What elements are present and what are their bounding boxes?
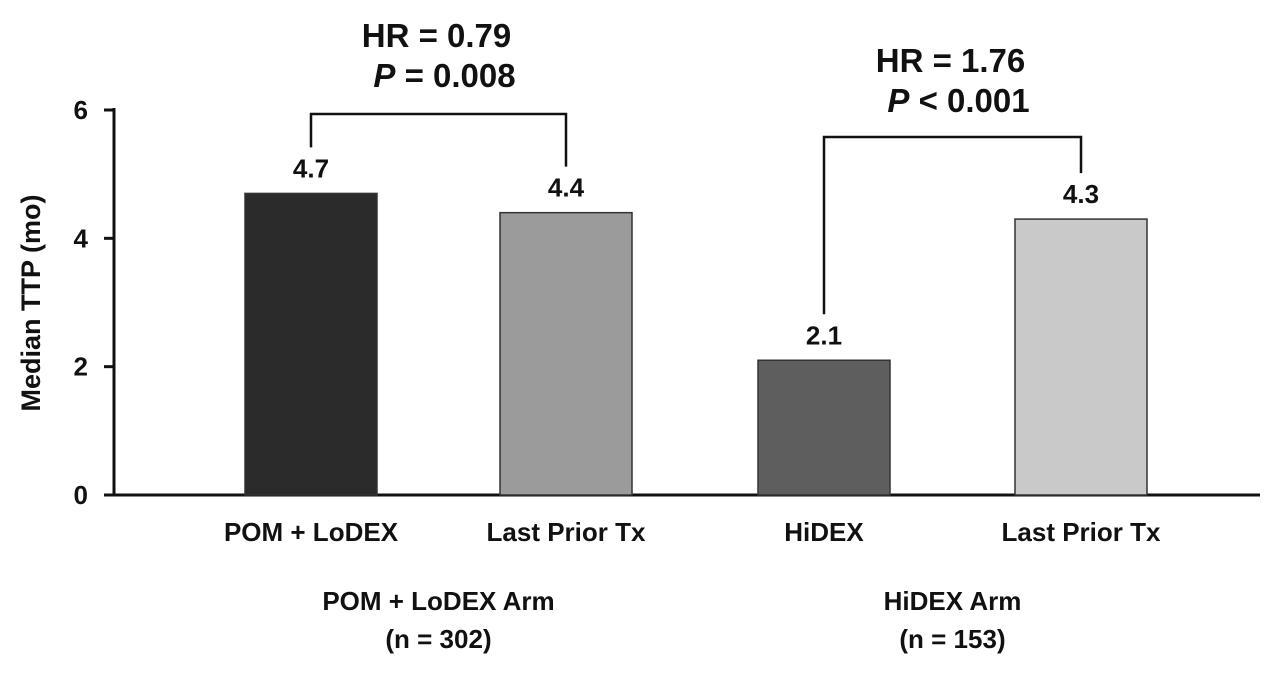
p-value-label: P < 0.001	[887, 82, 1029, 119]
y-tick-label: 0	[74, 480, 88, 510]
category-label: POM + LoDEX	[224, 517, 399, 547]
group-label: POM + LoDEX Arm	[322, 586, 554, 616]
comparison-brackets: HR = 0.79P = 0.008 HR = 1.76P < 0.001	[309, 17, 1083, 315]
data-label: 4.3	[1063, 179, 1099, 209]
group-n-label: (n = 302)	[385, 624, 491, 654]
bar	[244, 192, 378, 496]
hazard-ratio-label: HR = 0.79	[362, 17, 512, 54]
labels: 4.7 POM + LoDEX 4.4 Last Prior Tx 2.1 HiDEX 4.…	[224, 153, 1161, 654]
bar	[757, 359, 891, 496]
category-label: HiDEX	[784, 517, 864, 547]
data-label: 2.1	[806, 320, 842, 350]
group-label: HiDEX Arm	[884, 586, 1022, 616]
category-label: Last Prior Tx	[1002, 517, 1161, 547]
comparison-bracket	[822, 135, 1083, 315]
p-value-label: P = 0.008	[373, 57, 515, 94]
group-n-label: (n = 153)	[899, 624, 1005, 654]
hazard-ratio-label: HR = 1.76	[876, 42, 1026, 79]
y-tick-label: 4	[74, 223, 89, 253]
bars	[244, 192, 1148, 496]
y-axis-label: Median TTP (mo)	[16, 194, 46, 411]
data-label: 4.7	[293, 153, 329, 183]
y-tick-label: 2	[74, 352, 88, 382]
bar	[1014, 218, 1148, 496]
comparison-bracket	[309, 112, 568, 167]
category-label: Last Prior Tx	[487, 517, 646, 547]
y-tick-label: 6	[74, 95, 88, 125]
data-label: 4.4	[548, 173, 585, 203]
bar	[499, 211, 633, 496]
